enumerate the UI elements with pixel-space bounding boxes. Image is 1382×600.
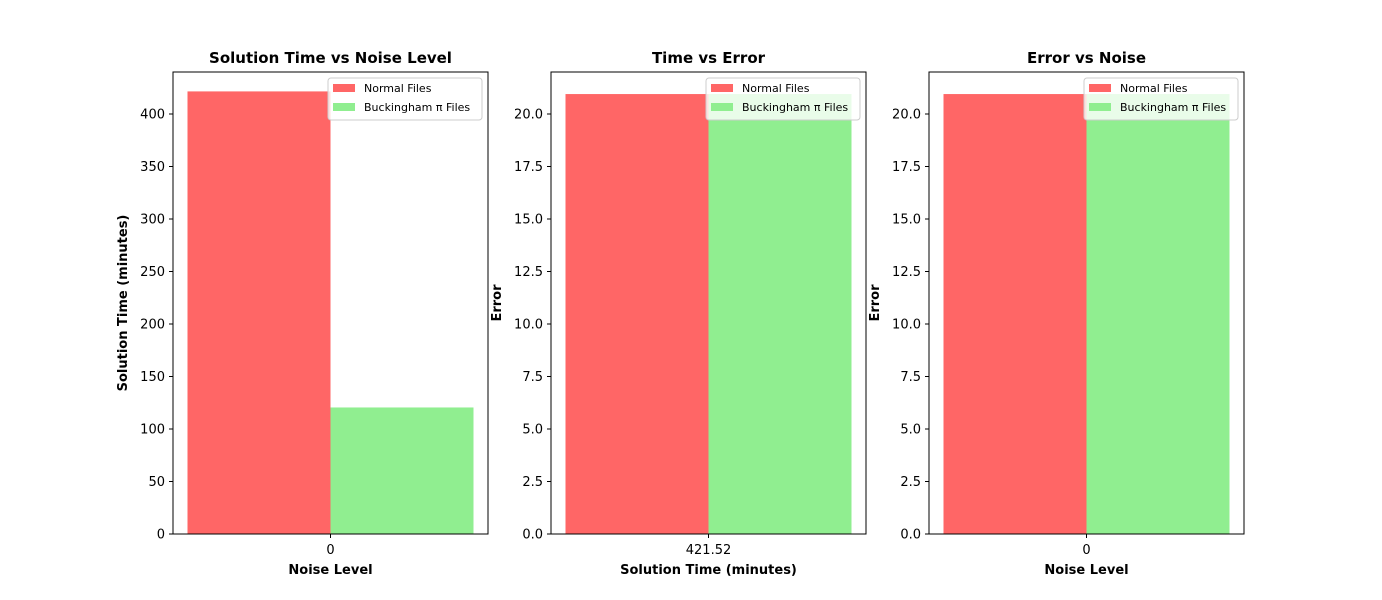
bar-buckingham-pi-files xyxy=(1086,94,1230,535)
y-axis-label: Solution Time (minutes) xyxy=(116,215,131,392)
y-tick-label: 10.0 xyxy=(892,318,921,333)
legend-swatch xyxy=(1089,103,1111,111)
x-tick-label: 0 xyxy=(326,543,334,558)
bar-normal-files xyxy=(187,91,331,535)
legend-swatch xyxy=(333,103,355,111)
x-axis-label: Noise Level xyxy=(288,563,372,578)
y-tick-label: 20.0 xyxy=(892,108,921,123)
y-tick-label: 5.0 xyxy=(522,423,543,438)
legend-entry-label: Buckingham π Files xyxy=(364,101,470,114)
legend-swatch xyxy=(711,103,733,111)
legend: Normal Files Buckingham π Files xyxy=(327,77,483,121)
legend-box xyxy=(327,77,483,121)
legend: Normal Files Buckingham π Files xyxy=(705,77,861,121)
y-axis-label: Error xyxy=(490,284,505,322)
legend-entry-label: Normal Files xyxy=(1120,82,1188,95)
y-tick-label: 7.5 xyxy=(900,370,921,385)
legend-entry-label: Normal Files xyxy=(742,82,810,95)
chart-title: Error vs Noise xyxy=(1027,49,1146,67)
bar-normal-files xyxy=(565,94,709,535)
y-tick-label: 50 xyxy=(148,475,165,490)
x-axis-label: Noise Level xyxy=(1044,563,1128,578)
y-tick-label: 0.0 xyxy=(522,528,543,543)
legend-swatch xyxy=(1089,84,1111,92)
legend-swatch xyxy=(333,84,355,92)
y-tick-label: 100 xyxy=(140,423,165,438)
y-tick-label: 17.5 xyxy=(514,160,543,175)
y-tick-label: 0 xyxy=(157,528,165,543)
y-tick-label: 400 xyxy=(140,108,165,123)
legend-entry-label: Buckingham π Files xyxy=(1120,101,1226,114)
y-tick-label: 0.0 xyxy=(900,528,921,543)
bar-buckingham-pi-files xyxy=(708,94,852,535)
chart-panel-3: 0.0 2.5 5.0 7.5 10.0 12.5 15.0 17.5 20.0 0 Error v… xyxy=(868,49,1245,578)
bar-normal-files xyxy=(943,94,1087,535)
legend-entry-label: Buckingham π Files xyxy=(742,101,848,114)
legend-swatch xyxy=(711,84,733,92)
y-tick-label: 150 xyxy=(140,370,165,385)
y-tick-label: 5.0 xyxy=(900,423,921,438)
y-tick-label: 15.0 xyxy=(892,213,921,228)
y-tick-label: 15.0 xyxy=(514,213,543,228)
y-tick-label: 2.5 xyxy=(900,475,921,490)
y-tick-label: 300 xyxy=(140,213,165,228)
y-tick-label: 10.0 xyxy=(514,318,543,333)
y-axis-label: Error xyxy=(868,284,883,322)
chart-title: Solution Time vs Noise Level xyxy=(209,49,452,67)
x-axis-label: Solution Time (minutes) xyxy=(620,563,797,578)
x-tick-label: 0 xyxy=(1082,543,1090,558)
legend-box xyxy=(705,77,861,121)
y-tick-label: 350 xyxy=(140,160,165,175)
y-tick-label: 2.5 xyxy=(522,475,543,490)
chart-panel-1: 0 50 100 150 200 250 300 350 400 0 Solution Time v… xyxy=(116,49,489,578)
y-tick-label: 250 xyxy=(140,265,165,280)
y-tick-label: 12.5 xyxy=(514,265,543,280)
y-tick-label: 20.0 xyxy=(514,108,543,123)
y-tick-label: 7.5 xyxy=(522,370,543,385)
chart-title: Time vs Error xyxy=(652,49,766,67)
legend-entry-label: Normal Files xyxy=(364,82,432,95)
y-tick-label: 12.5 xyxy=(892,265,921,280)
y-tick-label: 200 xyxy=(140,318,165,333)
chart-panel-2: 0.0 2.5 5.0 7.5 10.0 12.5 15.0 17.5 20.0 421.52 Ti… xyxy=(490,49,867,578)
bar-buckingham-pi-files xyxy=(330,407,474,534)
legend-box xyxy=(1083,77,1239,121)
legend: Normal Files Buckingham π Files xyxy=(1083,77,1239,121)
x-tick-label: 421.52 xyxy=(686,543,732,558)
y-tick-label: 17.5 xyxy=(892,160,921,175)
